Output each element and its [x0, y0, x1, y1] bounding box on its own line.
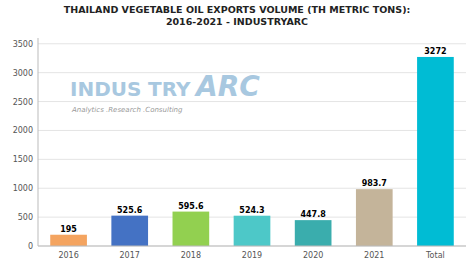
annotation: ARC — [194, 70, 260, 103]
bar — [356, 189, 393, 246]
bar — [417, 57, 454, 246]
x-tick-label: 2016 — [58, 251, 78, 260]
y-tick-label: 3500 — [13, 40, 33, 49]
y-tick-label: 500 — [18, 213, 33, 222]
x-tick-label: 2017 — [120, 251, 140, 260]
bars — [50, 57, 454, 246]
annotation: TRY — [148, 77, 191, 101]
x-tick-label: 2018 — [181, 251, 201, 260]
data-label: 525.6 — [117, 206, 143, 215]
grid-line — [38, 43, 466, 44]
y-axis-line — [38, 38, 39, 246]
y-tick-label: 2000 — [13, 126, 33, 135]
y-tick-label: 0 — [28, 242, 33, 251]
x-tick-label: 2021 — [364, 251, 384, 260]
title-line: THAILAND VEGETABLE OIL EXPORTS VOLUME (T… — [64, 4, 411, 15]
annotation: Analytics .Research .Consulting — [71, 106, 183, 114]
data-label: 3272 — [424, 47, 446, 56]
data-label: 983.7 — [362, 179, 387, 188]
bar — [234, 216, 271, 246]
y-tick-label: 2500 — [13, 98, 33, 107]
y-tick-label: 1500 — [13, 155, 33, 164]
bar — [50, 235, 87, 246]
x-tick-label: 2020 — [303, 251, 323, 260]
data-label: 595.6 — [178, 202, 204, 211]
title: THAILAND VEGETABLE OIL EXPORTS VOLUME (T… — [64, 4, 411, 27]
chart: THAILAND VEGETABLE OIL EXPORTS VOLUME (T… — [0, 0, 474, 268]
x-axis-line — [38, 246, 466, 247]
data-label: 447.8 — [300, 210, 326, 219]
annotation: INDUS — [70, 77, 141, 101]
y-tick-label: 1000 — [13, 184, 33, 193]
bar — [173, 212, 210, 246]
grid-line — [38, 188, 466, 189]
grid-line — [38, 130, 466, 131]
data-label: 195 — [60, 225, 77, 234]
title-line: 2016-2021 - INDUSTRYARC — [166, 16, 308, 27]
grid-line — [38, 159, 466, 160]
grid-line — [38, 246, 466, 247]
x-tick-label: Total — [425, 251, 445, 260]
data-label: 524.3 — [239, 206, 264, 215]
y-tick-label: 3000 — [13, 69, 33, 78]
x-tick-label: 2019 — [242, 251, 262, 260]
bar — [295, 220, 332, 246]
bar — [111, 216, 148, 246]
